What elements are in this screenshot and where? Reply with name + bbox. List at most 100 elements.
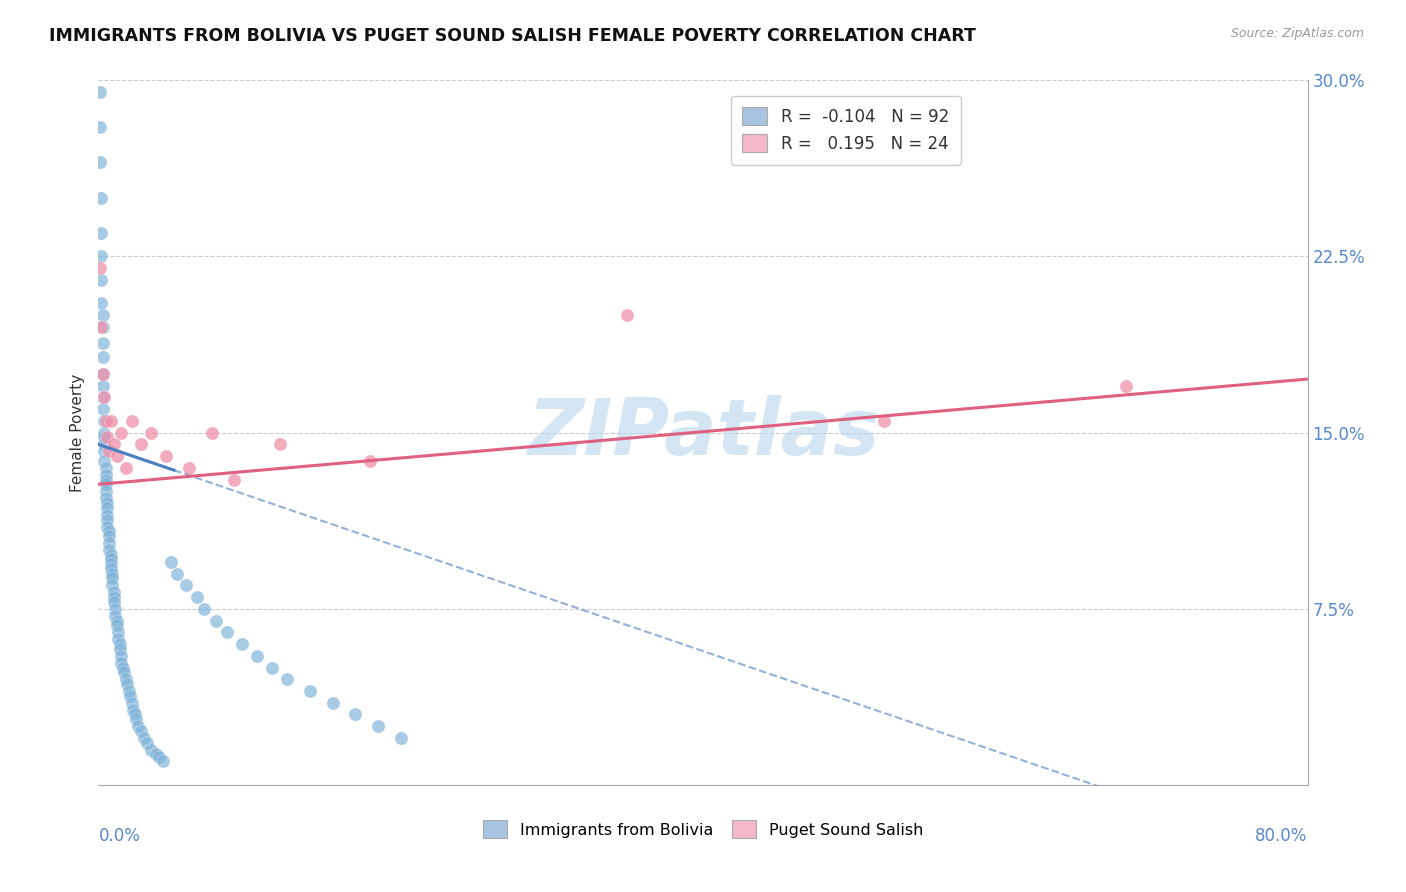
Text: 80.0%: 80.0% <box>1256 827 1308 846</box>
Point <box>108 637 131 651</box>
Point <box>93 454 115 468</box>
Point <box>115 677 138 691</box>
Point <box>105 449 128 463</box>
Point <box>93 390 115 404</box>
Point <box>108 641 131 656</box>
Point <box>91 308 114 322</box>
Point <box>93 425 115 440</box>
Point <box>94 484 117 499</box>
Point <box>616 308 638 322</box>
Point <box>91 367 114 381</box>
Point <box>114 460 136 475</box>
Point <box>141 742 163 756</box>
Point <box>98 529 121 543</box>
Point <box>121 696 143 710</box>
Point <box>103 585 125 599</box>
Point <box>93 430 115 444</box>
Point <box>90 191 112 205</box>
Point <box>104 601 127 615</box>
Point <box>107 625 129 640</box>
Point <box>110 656 132 670</box>
Point <box>129 437 152 451</box>
Point <box>96 512 118 526</box>
Point <box>103 595 125 609</box>
Point <box>299 684 322 698</box>
Point <box>96 430 118 444</box>
Point <box>90 319 112 334</box>
Point <box>94 414 117 428</box>
Point <box>112 665 135 680</box>
Point <box>103 590 125 604</box>
Point <box>96 500 118 515</box>
Point <box>101 578 124 592</box>
Point <box>103 437 125 451</box>
Point <box>90 226 112 240</box>
Point <box>110 425 132 440</box>
Point <box>344 707 367 722</box>
Point <box>114 673 136 687</box>
Point <box>91 367 114 381</box>
Point <box>89 85 111 99</box>
Point <box>246 648 269 663</box>
Point <box>104 608 127 623</box>
Point <box>91 351 114 365</box>
Text: IMMIGRANTS FROM BOLIVIA VS PUGET SOUND SALISH FEMALE POVERTY CORRELATION CHART: IMMIGRANTS FROM BOLIVIA VS PUGET SOUND S… <box>49 27 976 45</box>
Point <box>100 562 122 576</box>
Point <box>215 625 238 640</box>
Point <box>96 496 118 510</box>
Point <box>89 155 111 169</box>
Point <box>269 437 291 451</box>
Point <box>111 660 134 674</box>
Point <box>89 261 111 276</box>
Point <box>129 723 152 738</box>
Point <box>322 696 344 710</box>
Point <box>262 660 284 674</box>
Point <box>873 414 896 428</box>
Point <box>91 336 114 351</box>
Point <box>94 477 117 491</box>
Point <box>91 378 114 392</box>
Point <box>107 632 129 647</box>
Point <box>101 566 124 581</box>
Point <box>110 648 132 663</box>
Point <box>93 414 115 428</box>
Point <box>201 425 224 440</box>
Point <box>120 689 142 703</box>
Point <box>90 249 112 264</box>
Point <box>93 444 115 458</box>
Text: ZIPatlas: ZIPatlas <box>527 394 879 471</box>
Point <box>125 712 148 726</box>
Point <box>98 536 121 550</box>
Point <box>98 444 121 458</box>
Point <box>91 319 114 334</box>
Point <box>94 467 117 482</box>
Point <box>90 273 112 287</box>
Point <box>100 557 122 571</box>
Point <box>155 449 177 463</box>
Point <box>132 731 155 745</box>
Point <box>276 673 298 687</box>
Point <box>100 552 122 566</box>
Point <box>96 508 118 522</box>
Point <box>98 543 121 558</box>
Point <box>160 555 183 569</box>
Point <box>122 703 145 717</box>
Point <box>124 707 146 722</box>
Point <box>90 296 112 310</box>
Point <box>152 755 174 769</box>
Point <box>118 684 141 698</box>
Point <box>193 601 215 615</box>
Point <box>135 736 157 750</box>
Point <box>91 402 114 417</box>
Point <box>98 524 121 539</box>
Y-axis label: Female Poverty: Female Poverty <box>69 374 84 491</box>
Text: 0.0%: 0.0% <box>98 827 141 846</box>
Point <box>94 460 117 475</box>
Point <box>186 590 208 604</box>
Point <box>94 473 117 487</box>
Point <box>367 719 389 733</box>
Point <box>91 390 114 404</box>
Point <box>389 731 412 745</box>
Point <box>231 637 253 651</box>
Point <box>121 414 143 428</box>
